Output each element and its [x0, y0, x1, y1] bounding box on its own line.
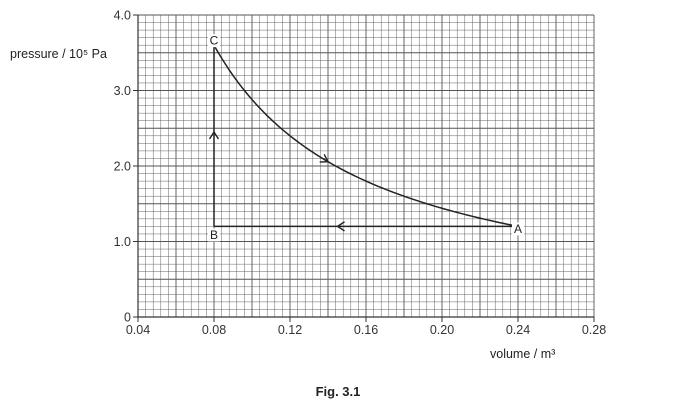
x-tick-label: 0.08: [202, 323, 226, 337]
point-label-b: B: [210, 228, 218, 242]
point-label-bg: [208, 228, 220, 242]
point-label-bg: [208, 34, 220, 48]
chart-grid: [137, 14, 595, 318]
point-labels: A B C: [208, 34, 524, 242]
cycle-series: [208, 44, 519, 232]
y-tick-label: 2.0: [114, 160, 131, 174]
y-tick-label: 1.0: [114, 235, 131, 249]
point-label-a: A: [514, 222, 522, 236]
y-tick-label: 4.0: [114, 9, 131, 23]
figure-caption: Fig. 3.1: [315, 384, 361, 399]
arrow-AB: [336, 221, 345, 232]
y-axis-label: pressure / 10⁵ Pa: [10, 47, 107, 61]
arrow-CA: [319, 153, 330, 163]
x-axis-label: volume / m³: [490, 347, 555, 361]
point-label-bg: [512, 222, 524, 236]
y-tick-label: 3.0: [114, 84, 131, 98]
x-tick-label: 0.04: [126, 323, 150, 337]
x-tick-label: 0.20: [430, 323, 454, 337]
x-tick-label: 0.28: [582, 323, 606, 337]
x-tick-label: 0.16: [354, 323, 378, 337]
point-label-c: C: [210, 34, 219, 48]
y-tick-label: 0: [124, 311, 131, 325]
x-tick-label: 0.24: [506, 323, 530, 337]
arrow-BC: [208, 130, 220, 140]
chart-ticks: 0.04 0.08 0.12 0.16 0.20 0.24 0.28 0 1.0 2.0 3.0 4.…: [114, 9, 607, 338]
segment-CA: [213, 44, 519, 228]
x-tick-label: 0.12: [278, 323, 302, 337]
